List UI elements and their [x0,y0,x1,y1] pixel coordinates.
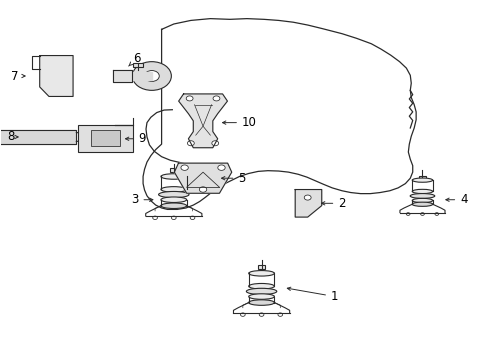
Circle shape [132,62,171,90]
Circle shape [434,213,438,215]
Ellipse shape [409,194,434,198]
Polygon shape [178,94,227,148]
Circle shape [52,62,61,68]
Circle shape [152,216,157,220]
Bar [90,130,120,146]
Text: 9: 9 [125,132,145,145]
Bar [258,265,264,269]
Circle shape [190,216,194,220]
Circle shape [144,71,159,81]
Circle shape [181,165,188,170]
Text: 2: 2 [321,197,345,210]
Circle shape [277,313,282,316]
Circle shape [259,313,264,316]
Bar [419,176,425,179]
Circle shape [186,96,193,101]
Circle shape [199,187,206,192]
Ellipse shape [248,294,274,299]
Text: 4: 4 [445,193,467,206]
Circle shape [217,165,224,170]
Ellipse shape [246,288,276,294]
Polygon shape [0,130,76,144]
Ellipse shape [161,203,186,208]
Ellipse shape [161,197,186,202]
Circle shape [52,84,61,90]
Ellipse shape [411,198,432,203]
Polygon shape [113,70,132,82]
Ellipse shape [248,300,274,305]
Ellipse shape [161,186,186,192]
Ellipse shape [411,178,432,182]
Bar [133,63,143,67]
Ellipse shape [161,174,186,179]
Text: 5: 5 [221,172,245,185]
Ellipse shape [248,271,274,276]
Polygon shape [132,72,152,80]
Ellipse shape [411,189,432,194]
Polygon shape [40,55,73,96]
Polygon shape [295,189,321,217]
Text: 1: 1 [287,287,338,303]
Text: 8: 8 [7,130,18,144]
Text: 10: 10 [222,116,256,129]
Text: 3: 3 [131,193,153,206]
Circle shape [187,141,194,146]
Bar [170,168,177,172]
Circle shape [211,141,218,146]
Circle shape [406,213,409,215]
Circle shape [240,313,244,316]
Ellipse shape [411,202,432,206]
Ellipse shape [248,283,274,289]
Circle shape [304,195,310,200]
Circle shape [171,216,176,220]
Polygon shape [174,163,231,193]
Text: 7: 7 [11,69,25,82]
Circle shape [213,96,220,101]
Bar [78,125,133,152]
Ellipse shape [158,192,189,198]
Circle shape [420,213,424,215]
Text: 6: 6 [128,51,141,66]
